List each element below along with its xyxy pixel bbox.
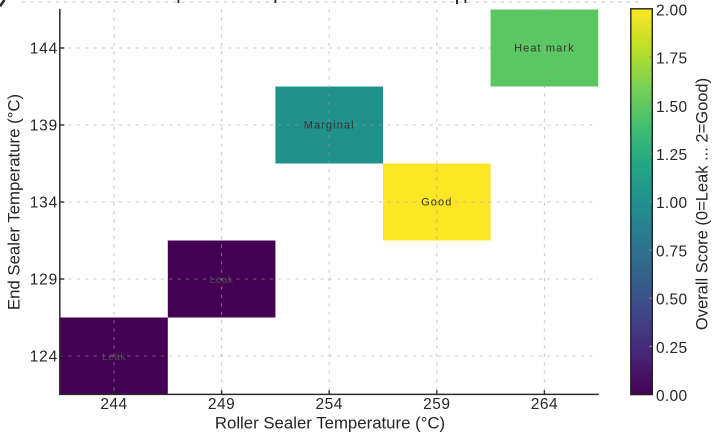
svg-text:144: 144 (30, 40, 58, 57)
svg-text:139: 139 (30, 117, 58, 134)
svg-text:Good: Good (421, 197, 452, 209)
svg-text:Leak: Leak (210, 275, 234, 286)
svg-text:Heat mark: Heat mark (514, 43, 575, 55)
svg-text:134: 134 (30, 194, 58, 211)
svg-text:Leak: Leak (102, 352, 126, 363)
svg-text:1.00: 1.00 (656, 195, 687, 212)
svg-text:124: 124 (30, 348, 58, 365)
svg-text:Roller Sealer Temperature (°C): Roller Sealer Temperature (°C) (215, 413, 445, 432)
svg-text:259: 259 (423, 396, 450, 413)
svg-text:Marginal: Marginal (304, 120, 355, 132)
svg-text:264: 264 (531, 396, 558, 413)
svg-text:2.00: 2.00 (656, 2, 687, 19)
svg-text:0.75: 0.75 (656, 243, 687, 260)
svg-text:1.50: 1.50 (656, 99, 687, 116)
svg-text:Overall Score (0=Leak ... 2=Go: Overall Score (0=Leak ... 2=Good) (693, 78, 711, 330)
svg-text:249: 249 (208, 396, 235, 413)
svg-text:129: 129 (30, 271, 58, 288)
svg-text:0.50: 0.50 (656, 292, 687, 309)
svg-text:244: 244 (100, 396, 127, 413)
svg-text:1.75: 1.75 (656, 51, 687, 68)
svg-text:End Sealer Temperature (°C): End Sealer Temperature (°C) (5, 94, 24, 310)
svg-text:254: 254 (316, 396, 343, 413)
svg-text:1.25: 1.25 (656, 147, 687, 164)
svg-text:0.00: 0.00 (656, 388, 687, 405)
svg-text:0.25: 0.25 (656, 340, 687, 357)
